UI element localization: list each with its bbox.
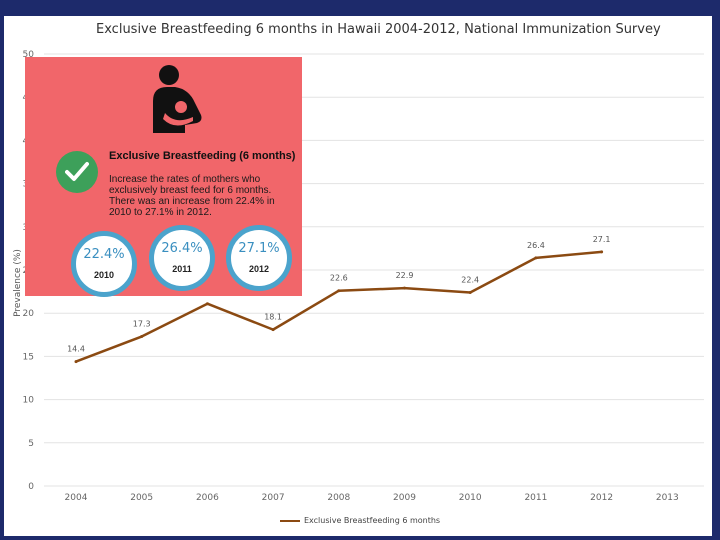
check-badge bbox=[56, 151, 98, 193]
check-icon bbox=[65, 162, 89, 181]
x-tick-label: 2006 bbox=[196, 493, 219, 503]
y-tick-label: 15 bbox=[23, 352, 34, 362]
stat-ring-2012: 27.1% 2012 bbox=[226, 225, 292, 291]
y-axis-title: Prevalence (%) bbox=[13, 249, 23, 317]
stat-year: 2011 bbox=[172, 264, 192, 274]
x-tick-label: 2012 bbox=[590, 493, 613, 503]
legend-swatch bbox=[280, 519, 300, 522]
x-tick-label: 2011 bbox=[524, 493, 547, 503]
data-label: 18.1 bbox=[264, 313, 282, 322]
data-label: 22.6 bbox=[330, 274, 348, 283]
chart-title: Exclusive Breastfeeding 6 months in Hawa… bbox=[96, 22, 661, 37]
legend-label: Exclusive Breastfeeding 6 months bbox=[304, 516, 441, 525]
x-tick-label: 2004 bbox=[65, 493, 88, 503]
data-point bbox=[468, 290, 472, 294]
stat-ring-2010: 22.4% 2010 bbox=[71, 231, 137, 297]
x-tick-label: 2010 bbox=[459, 493, 482, 503]
data-point bbox=[271, 328, 275, 332]
data-point bbox=[337, 289, 341, 293]
data-label: 14.4 bbox=[67, 345, 85, 354]
x-tick-label: 2005 bbox=[130, 493, 153, 503]
data-point bbox=[534, 256, 538, 260]
y-tick-label: 50 bbox=[23, 50, 35, 60]
infographic-card: Exclusive Breastfeeding (6 months) Incre… bbox=[25, 57, 302, 297]
stat-value: 27.1% bbox=[238, 241, 280, 256]
y-tick-label: 0 bbox=[28, 482, 34, 492]
data-label: 26.4 bbox=[527, 241, 545, 250]
x-tick-label: 2009 bbox=[393, 493, 416, 503]
mother-nursing-icon bbox=[153, 65, 202, 133]
data-point bbox=[140, 335, 144, 339]
infographic-heading: Exclusive Breastfeeding (6 months) bbox=[109, 150, 296, 162]
data-point bbox=[600, 250, 604, 254]
data-label: 22.4 bbox=[461, 275, 479, 284]
stat-year: 2012 bbox=[248, 264, 270, 274]
y-tick-label: 20 bbox=[23, 309, 35, 319]
data-point bbox=[205, 302, 209, 306]
x-tick-label: 2008 bbox=[327, 493, 350, 503]
data-point bbox=[74, 360, 78, 364]
line-chart: 0510152025303540455020042005200620072008… bbox=[23, 50, 704, 503]
infographic-body: Increase the rates of mothers who exclus… bbox=[109, 174, 275, 218]
chart-panel: 0510152025303540455020042005200620072008… bbox=[4, 16, 712, 536]
stat-year: 2010 bbox=[93, 270, 115, 280]
stat-ring-2011: 26.4% 2011 bbox=[149, 225, 215, 291]
data-label: 17.3 bbox=[133, 320, 151, 329]
x-tick-label: 2013 bbox=[656, 493, 679, 503]
data-label: 27.1 bbox=[593, 235, 611, 244]
y-tick-label: 10 bbox=[23, 396, 35, 406]
data-label: 22.9 bbox=[396, 271, 414, 280]
x-tick-label: 2007 bbox=[262, 493, 285, 503]
stat-value: 26.4% bbox=[161, 241, 203, 256]
stat-value: 22.4% bbox=[83, 247, 125, 262]
data-point bbox=[403, 286, 406, 290]
y-tick-label: 5 bbox=[28, 439, 34, 449]
legend: Exclusive Breastfeeding 6 months bbox=[280, 516, 440, 525]
